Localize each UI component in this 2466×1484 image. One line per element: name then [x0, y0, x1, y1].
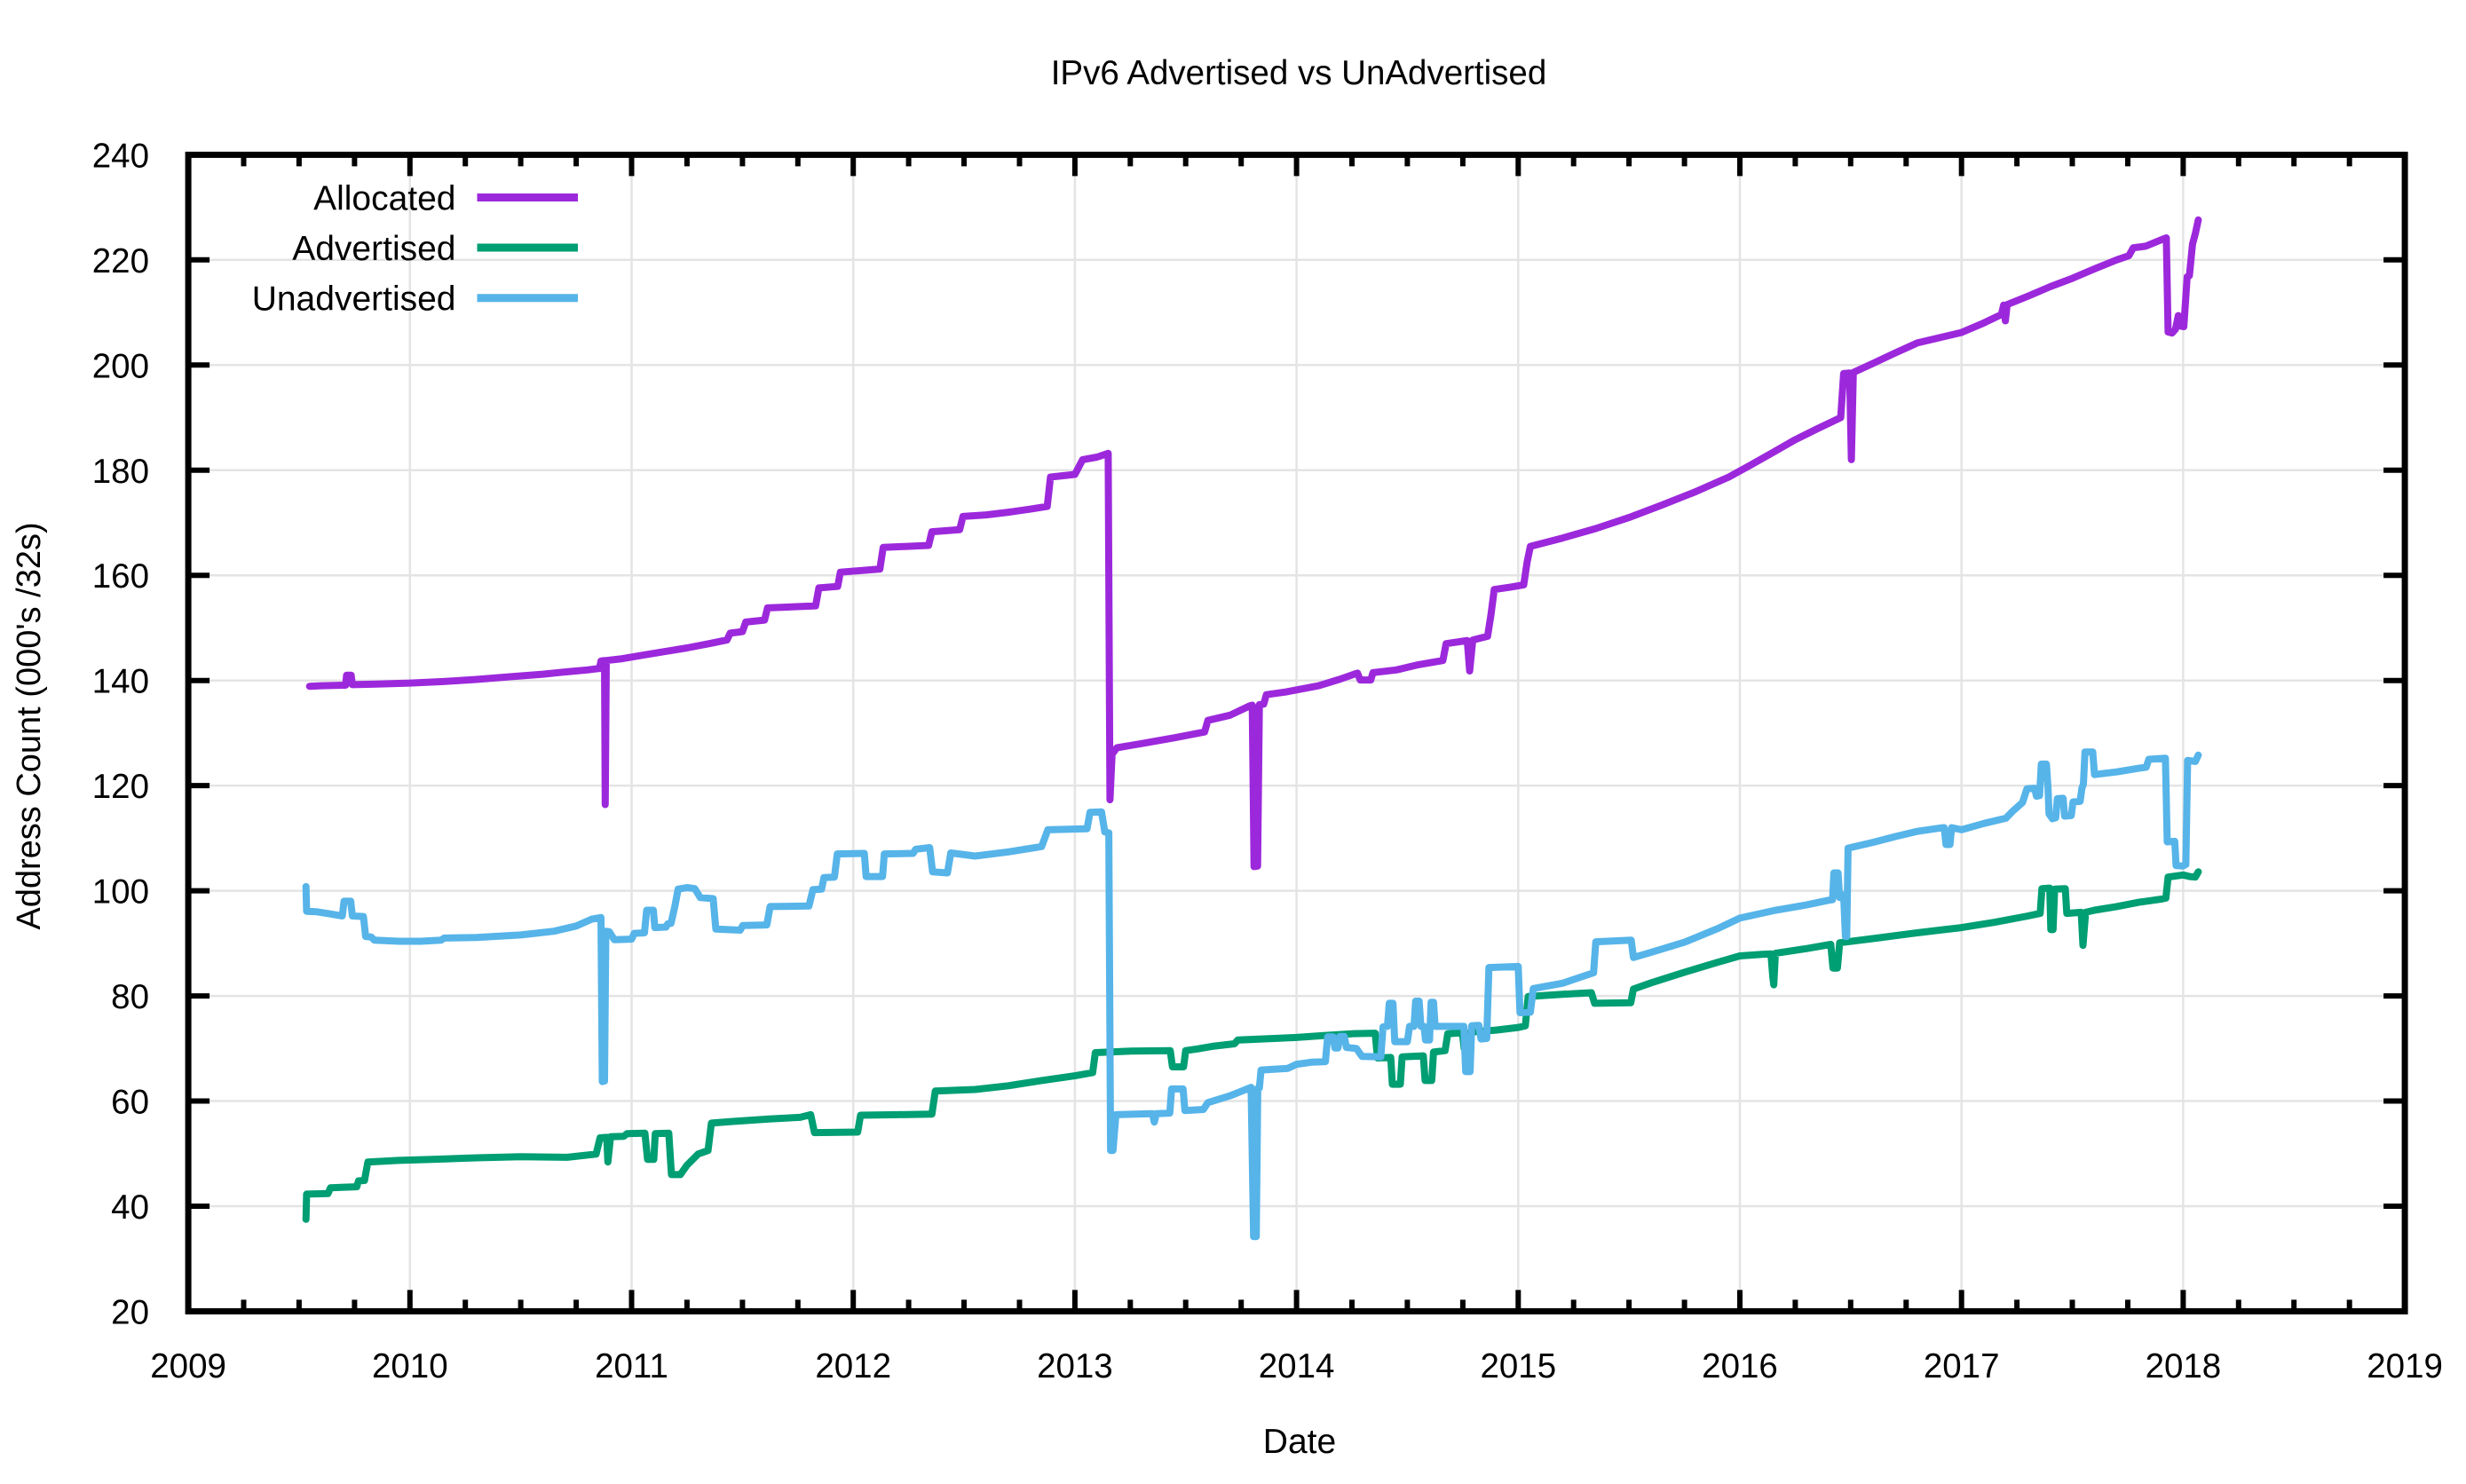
svg-text:2011: 2011: [595, 1347, 668, 1385]
svg-text:Date: Date: [1263, 1423, 1336, 1461]
svg-text:Unadvertised: Unadvertised: [252, 280, 456, 319]
svg-text:40: 40: [111, 1188, 149, 1227]
svg-text:20: 20: [111, 1293, 149, 1331]
svg-text:80: 80: [111, 978, 149, 1016]
svg-text:Allocated: Allocated: [313, 180, 455, 218]
svg-text:2018: 2018: [2146, 1347, 2222, 1385]
svg-text:60: 60: [111, 1084, 149, 1122]
svg-text:140: 140: [92, 663, 149, 701]
svg-text:Address Count (000's /32s): Address Count (000's /32s): [11, 522, 48, 929]
svg-text:IPv6 Advertised vs UnAdvertise: IPv6 Advertised vs UnAdvertised: [1051, 54, 1547, 92]
svg-text:2009: 2009: [150, 1347, 226, 1385]
svg-text:180: 180: [92, 453, 149, 491]
svg-text:2015: 2015: [1480, 1347, 1556, 1385]
svg-text:240: 240: [92, 137, 149, 175]
svg-text:2013: 2013: [1037, 1347, 1113, 1385]
svg-text:2019: 2019: [2367, 1347, 2443, 1385]
svg-text:120: 120: [92, 768, 149, 806]
svg-text:220: 220: [92, 242, 149, 280]
svg-text:100: 100: [92, 873, 149, 912]
svg-text:2017: 2017: [1924, 1347, 2000, 1385]
svg-text:200: 200: [92, 347, 149, 385]
svg-text:2016: 2016: [1702, 1347, 1778, 1385]
svg-text:2014: 2014: [1259, 1347, 1335, 1385]
svg-text:2012: 2012: [815, 1347, 891, 1385]
svg-text:Advertised: Advertised: [292, 230, 455, 268]
svg-text:160: 160: [92, 557, 149, 596]
svg-text:2010: 2010: [372, 1347, 448, 1385]
